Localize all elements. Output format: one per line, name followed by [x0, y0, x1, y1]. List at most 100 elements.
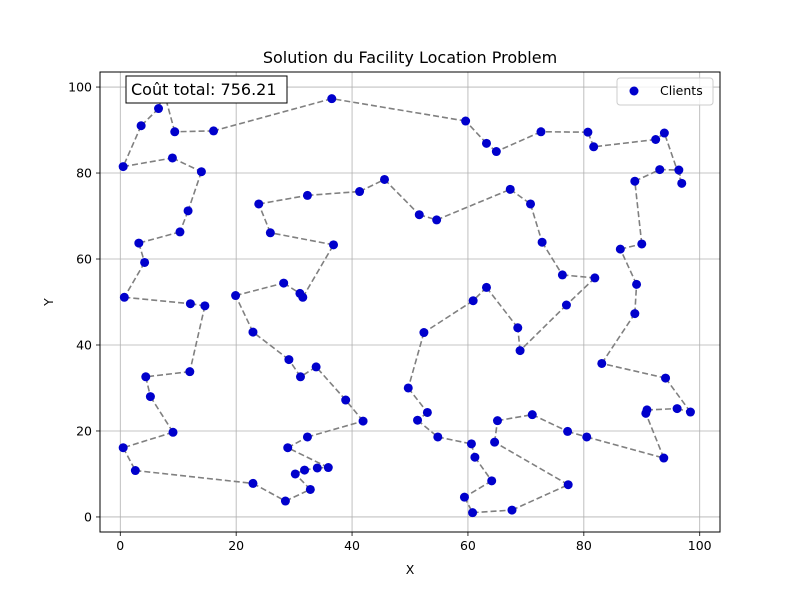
route-segment [565, 277, 596, 306]
route-segment [519, 304, 568, 352]
plot-frame [99, 71, 721, 533]
client-point [492, 416, 502, 426]
client-point [141, 372, 151, 382]
cost-annotation: Coût total: 756.21 [125, 75, 288, 104]
client-point [536, 127, 546, 137]
y-tick-label: 0 [84, 509, 92, 524]
client-point [651, 134, 661, 144]
route-segment [663, 132, 683, 184]
client-point [419, 328, 429, 338]
client-point [167, 153, 177, 163]
client-point [130, 466, 140, 476]
route-segment [123, 262, 146, 298]
x-tick-label: 40 [344, 538, 360, 553]
client-point [196, 167, 206, 177]
route-segment [123, 157, 173, 168]
route-segment [122, 125, 142, 167]
route-segment [472, 509, 513, 514]
client-point [487, 476, 497, 486]
route-segment [474, 456, 493, 482]
client-point [265, 228, 275, 238]
client-point [118, 443, 128, 453]
route-segment [464, 480, 493, 498]
route-segment [601, 313, 636, 364]
route-segment [345, 399, 364, 422]
client-point [491, 147, 501, 157]
y-axis-label: Y [41, 298, 56, 307]
route-segment [145, 370, 190, 378]
route-segment [485, 286, 519, 329]
client-point [589, 142, 599, 152]
route-lines [122, 91, 692, 514]
route-segment [189, 305, 206, 372]
client-point [380, 174, 390, 184]
client-point [672, 404, 682, 414]
client-point [655, 165, 665, 175]
x-tick-label: 80 [576, 538, 592, 553]
route-segment [634, 181, 643, 245]
client-point [461, 116, 471, 126]
client-point [615, 244, 625, 254]
route-segment [287, 447, 329, 469]
client-point [470, 452, 480, 462]
client-point [466, 439, 476, 449]
client-point [136, 121, 146, 131]
cost-annotation-text: Coût total: 756.21 [131, 80, 277, 99]
client-point [327, 94, 337, 104]
legend: Clients [616, 77, 714, 106]
route-segment [541, 241, 564, 276]
route-segment [162, 91, 176, 132]
client-point [231, 291, 241, 301]
client-point [254, 199, 264, 209]
client-point [459, 492, 469, 502]
client-point [630, 176, 640, 186]
client-point [183, 206, 193, 216]
client-point [283, 443, 293, 453]
route-segment [258, 203, 272, 234]
route-segment [494, 441, 569, 486]
client-point [481, 138, 491, 148]
client-point [537, 237, 547, 247]
route-segment [172, 157, 202, 173]
route-segment [465, 120, 488, 144]
client-points [118, 86, 695, 518]
client-point [302, 432, 312, 442]
client-point [305, 484, 315, 494]
y-tick-label: 100 [68, 80, 92, 95]
route-segment [135, 469, 254, 485]
axis-ticks: 0 20 40 60 80 100 0 20 40 60 80 100 [68, 80, 712, 553]
client-point [590, 273, 600, 283]
client-point [168, 427, 178, 437]
client-point [298, 292, 308, 302]
client-point [526, 199, 536, 209]
legend-label-clients: Clients [660, 83, 703, 98]
route-segment [664, 377, 692, 413]
route-segment [307, 420, 364, 438]
client-point [290, 469, 300, 479]
client-point [134, 238, 144, 248]
client-point [185, 299, 195, 309]
route-segment [645, 413, 665, 459]
client-point [118, 162, 128, 172]
legend-marker [629, 86, 639, 96]
client-point [597, 358, 607, 368]
client-point [358, 416, 368, 426]
client-point [302, 190, 312, 200]
y-tick-label: 20 [76, 423, 92, 438]
route-segment [252, 331, 290, 361]
client-point [300, 465, 310, 475]
client-point [279, 278, 289, 288]
client-point [413, 415, 423, 425]
route-segment [285, 488, 311, 502]
route-segment [529, 203, 543, 243]
client-point [185, 367, 195, 377]
client-point [209, 126, 219, 136]
client-point [583, 127, 593, 137]
client-point [513, 323, 523, 333]
route-segment [331, 97, 466, 122]
client-point [422, 407, 432, 417]
route-segment [383, 178, 420, 216]
y-tick-label: 60 [76, 252, 92, 267]
client-point [642, 405, 652, 415]
